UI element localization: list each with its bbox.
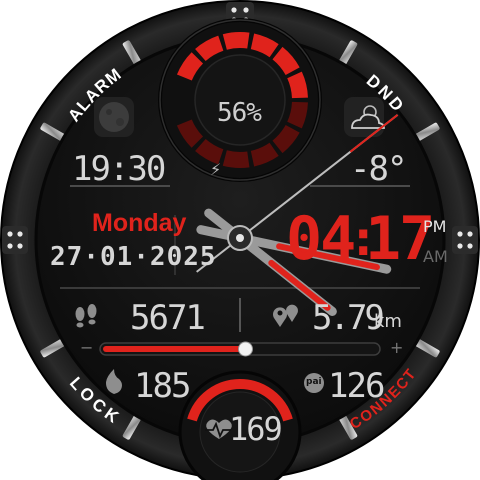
battery-percent: 56%: [217, 98, 262, 128]
moon-phase-icon: [94, 97, 134, 137]
bezel-tick: [122, 414, 142, 440]
heart-rate-value[interactable]: 169: [229, 410, 283, 448]
footsteps-icon: [75, 304, 97, 328]
hour-hand: [204, 208, 337, 316]
bezel-tick: [338, 414, 358, 440]
bezel-tick: [122, 40, 142, 66]
battery-segment: [287, 71, 308, 99]
battery-segment: [272, 124, 300, 154]
cloud-sun-icon: [344, 97, 385, 137]
pai-value[interactable]: 126: [328, 366, 385, 406]
time-separator: :: [354, 212, 373, 266]
bezel-tick: [414, 338, 440, 358]
battery-segment: [250, 142, 279, 167]
weather-temperature[interactable]: -8°: [350, 149, 407, 189]
slider-minus[interactable]: −: [80, 338, 94, 357]
bezel-tick: [414, 122, 440, 142]
steps-value[interactable]: 5671: [130, 298, 206, 338]
analog-hands: [196, 114, 399, 316]
heart-rate-icon: [205, 419, 232, 439]
marker-left: [2, 226, 28, 254]
time-pm: PM: [423, 217, 447, 236]
location-pin-icon: [273, 304, 298, 327]
alarm-time[interactable]: 19:30: [72, 149, 166, 189]
distance-unit: km: [374, 311, 402, 332]
battery-segment: [195, 35, 224, 61]
slider-plus[interactable]: +: [390, 338, 404, 357]
calories-value[interactable]: 185: [134, 366, 191, 406]
time-am: AM: [423, 247, 448, 266]
slider-fill: [103, 346, 246, 352]
progress-slider[interactable]: [99, 341, 381, 357]
battery-segment: [222, 31, 250, 50]
pai-icon: [304, 373, 324, 393]
time-hours: 04: [286, 204, 356, 274]
battery-segment: [222, 150, 250, 168]
bezel-tick: [40, 338, 66, 358]
flame-icon: [106, 369, 122, 394]
battery-gauge: [176, 31, 308, 168]
weekday: Monday: [92, 209, 187, 237]
bezel-ticks: [40, 40, 440, 440]
time-minutes: 17: [365, 204, 435, 274]
bezel-tick: [338, 40, 358, 66]
marker-right: [452, 226, 478, 254]
slider-knob[interactable]: [237, 341, 253, 357]
battery-segment: [272, 46, 300, 76]
bezel-tick: [40, 122, 66, 142]
pai-badge: pai: [306, 377, 322, 387]
distance-value[interactable]: 5.79: [312, 298, 385, 338]
date: 27·01·2025: [50, 242, 217, 272]
battery-segment: [176, 119, 204, 148]
battery-segment: [287, 101, 308, 129]
heart-rate-gauge: [187, 379, 293, 422]
battery-segment: [176, 52, 204, 81]
battery-bolt-icon: ⚡: [210, 160, 221, 179]
battery-segment: [250, 33, 279, 58]
battery-segment: [195, 139, 224, 165]
